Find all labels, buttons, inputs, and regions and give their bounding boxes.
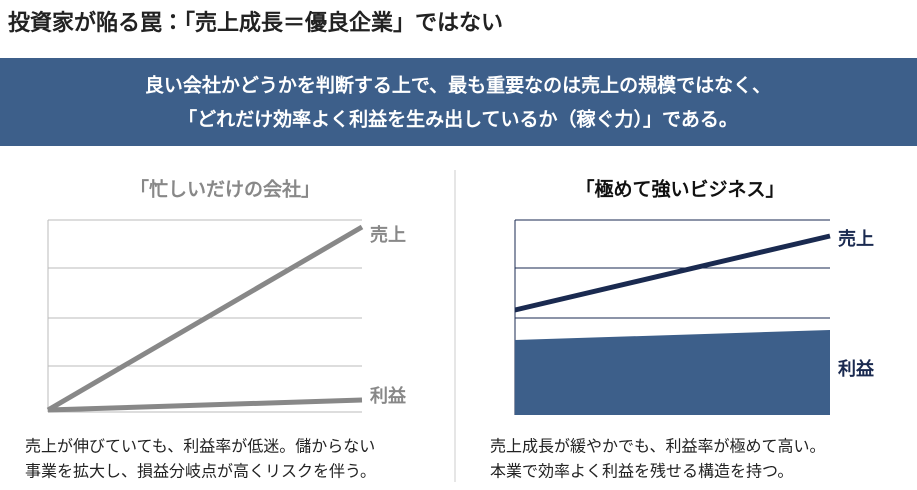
banner (0, 58, 917, 146)
sales-label: 売上 (370, 224, 406, 246)
panel-heading: 「忙しいだけの会社」 (130, 178, 320, 201)
page-title: 投資家が陥る罠：「売上成長＝優良企業」ではない (8, 10, 503, 36)
profit-area (515, 330, 830, 415)
caption: 本業で効率よく利益を残せる構造を持つ。 (490, 462, 793, 481)
profit-label: 利益 (370, 385, 407, 407)
profit-line (47, 397, 363, 413)
banner-line: 良い会社かどうかを判断する上で、最も重要なのは売上の規模ではなく、 (145, 74, 771, 97)
sales-line (514, 233, 831, 313)
caption: 売上が伸びていても、利益率が低迷。儲からない (25, 437, 375, 456)
banner-line: 「どれだけ効率よく利益を生み出しているか（稼ぐ力）」である。 (178, 108, 738, 131)
sales-label: 売上 (838, 228, 874, 250)
panel-heading: 「極めて強いビジネス」 (575, 178, 784, 201)
caption: 事業を拡大し、損益分岐点が高くリスクを伴う。 (25, 462, 376, 481)
sales-line (46, 224, 364, 413)
profit-label: 利益 (838, 358, 875, 380)
caption: 売上成長が緩やかでも、利益率が極めて高い。 (490, 437, 826, 456)
